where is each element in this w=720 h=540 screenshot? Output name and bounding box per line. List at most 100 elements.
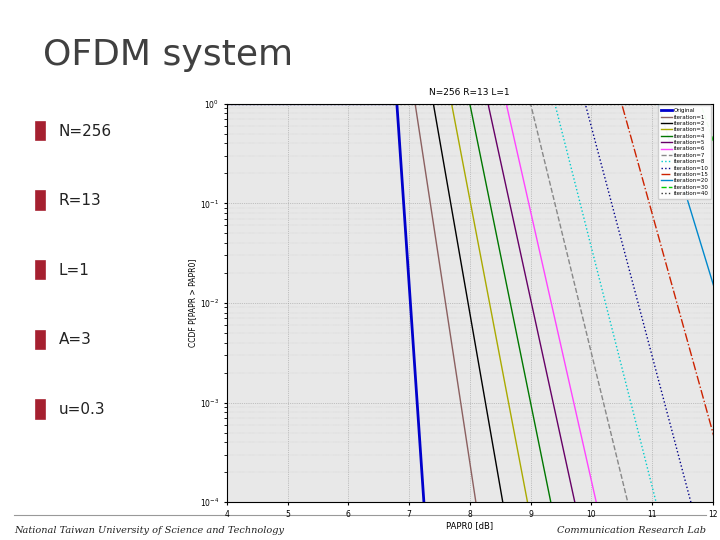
iteration=10 (625, 267, 634, 274)
iteration=10 (431, 100, 440, 107)
iteration=30 (625, 100, 634, 107)
iteration=15 (450, 100, 459, 107)
Line: iteration=7: iteration=7 (227, 104, 720, 540)
iteration=10 (275, 100, 284, 107)
iteration=30 (577, 100, 585, 107)
iteration=20 (222, 100, 231, 107)
iteration=15 (275, 100, 284, 107)
Line: iteration=1: iteration=1 (227, 104, 720, 540)
iteration=2 (450, 220, 459, 227)
iteration=1 (431, 235, 440, 241)
iteration=40 (450, 100, 459, 107)
iteration=15 (634, 162, 643, 168)
Text: N=256: N=256 (59, 124, 112, 139)
iteration=15 (222, 100, 231, 107)
iteration=8 (634, 431, 643, 437)
iteration=10 (450, 100, 459, 107)
Text: Communication Research Lab: Communication Research Lab (557, 525, 706, 535)
iteration=20 (275, 100, 284, 107)
iteration=5 (431, 100, 440, 107)
Original (275, 100, 284, 107)
iteration=40 (275, 100, 284, 107)
iteration=40 (625, 100, 634, 107)
iteration=30 (222, 100, 231, 107)
iteration=6 (577, 433, 585, 440)
Legend: Original, iteration=1, iteration=2, iteration=3, iteration=4, iteration=5, itera: Original, iteration=1, iteration=2, iter… (658, 105, 711, 199)
iteration=6 (222, 100, 231, 107)
iteration=40 (431, 100, 440, 107)
iteration=7 (625, 506, 634, 512)
Y-axis label: CCDF P[PAPR > PAPR0]: CCDF P[PAPR > PAPR0] (188, 259, 197, 347)
iteration=1 (222, 100, 231, 107)
Line: iteration=30: iteration=30 (227, 104, 720, 229)
Line: iteration=6: iteration=6 (227, 104, 720, 540)
Text: R=13: R=13 (59, 193, 102, 208)
iteration=8 (450, 100, 459, 107)
iteration=15 (625, 129, 634, 135)
iteration=10 (634, 302, 643, 309)
iteration=4 (222, 100, 231, 107)
iteration=30 (450, 100, 459, 107)
iteration=40 (222, 100, 231, 107)
iteration=2 (431, 113, 440, 120)
Text: 9: 9 (14, 85, 21, 94)
Line: iteration=10: iteration=10 (227, 104, 720, 540)
iteration=6 (450, 100, 459, 107)
Line: iteration=20: iteration=20 (227, 104, 720, 383)
iteration=10 (222, 100, 231, 107)
iteration=1 (275, 100, 284, 107)
iteration=30 (634, 100, 643, 107)
Text: National Taiwan University of Science and Technology: National Taiwan University of Science an… (14, 525, 284, 535)
X-axis label: PAPR0 [dB]: PAPR0 [dB] (446, 522, 493, 531)
Line: iteration=2: iteration=2 (227, 104, 720, 540)
iteration=5 (450, 100, 459, 107)
iteration=40 (577, 100, 585, 107)
iteration=1 (450, 357, 459, 363)
Text: OFDM system: OFDM system (43, 38, 293, 72)
iteration=4 (450, 100, 459, 107)
iteration=8 (625, 394, 634, 401)
iteration=30 (431, 100, 440, 107)
iteration=8 (431, 100, 440, 107)
FancyBboxPatch shape (36, 330, 45, 349)
iteration=7 (450, 100, 459, 107)
Line: iteration=8: iteration=8 (227, 104, 720, 540)
iteration=20 (634, 100, 643, 107)
FancyBboxPatch shape (36, 122, 45, 140)
iteration=2 (275, 100, 284, 107)
iteration=6 (275, 100, 284, 107)
Text: A=3: A=3 (59, 332, 91, 347)
Line: iteration=15: iteration=15 (227, 104, 720, 540)
iteration=20 (450, 100, 459, 107)
iteration=15 (577, 100, 585, 107)
Line: iteration=3: iteration=3 (227, 104, 720, 540)
iteration=7 (431, 100, 440, 107)
iteration=4 (275, 100, 284, 107)
Original (222, 100, 231, 107)
iteration=8 (222, 100, 231, 107)
iteration=7 (275, 100, 284, 107)
iteration=7 (577, 309, 585, 315)
iteration=15 (431, 100, 440, 107)
iteration=40 (634, 100, 643, 107)
FancyBboxPatch shape (36, 400, 45, 418)
iteration=20 (431, 100, 440, 107)
iteration=8 (275, 100, 284, 107)
Line: iteration=5: iteration=5 (227, 104, 720, 540)
FancyBboxPatch shape (36, 261, 45, 279)
iteration=4 (431, 100, 440, 107)
iteration=20 (577, 100, 585, 107)
iteration=5 (577, 529, 585, 536)
iteration=6 (431, 100, 440, 107)
iteration=3 (222, 100, 231, 107)
Title: N=256 R=13 L=1: N=256 R=13 L=1 (430, 89, 510, 97)
iteration=2 (222, 100, 231, 107)
iteration=10 (577, 100, 585, 107)
Text: u=0.3: u=0.3 (59, 402, 105, 417)
iteration=3 (431, 100, 440, 107)
iteration=3 (275, 100, 284, 107)
iteration=30 (275, 100, 284, 107)
FancyBboxPatch shape (36, 191, 45, 210)
iteration=20 (625, 100, 634, 107)
iteration=8 (577, 205, 585, 211)
